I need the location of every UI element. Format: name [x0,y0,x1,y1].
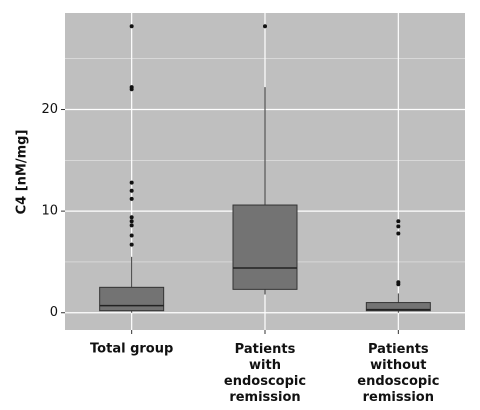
outlier [396,224,401,229]
outlier [396,231,401,236]
outlier [129,233,134,238]
box [99,286,165,312]
outlier [129,242,134,247]
box [232,204,298,290]
outlier [129,223,134,228]
x-tick-label: Total group [90,342,173,357]
box [365,302,431,312]
outlier [129,85,134,90]
outlier [396,280,401,285]
y-tick-label: 10 [41,204,58,219]
x-tick-label: Patients without endoscopic remission [357,342,439,405]
x-tick-label: Patients with endoscopic remission [224,342,306,405]
y-tick-label: 20 [41,102,58,117]
outlier [129,196,134,201]
outlier [129,215,134,220]
outlier [129,219,134,224]
outlier [129,180,134,185]
y-axis-label: C4 [nM/mg] [15,130,30,215]
outlier [129,188,134,193]
y-tick-label: 0 [50,305,58,320]
outlier [129,24,134,29]
outlier [396,219,401,224]
outlier [263,24,267,29]
